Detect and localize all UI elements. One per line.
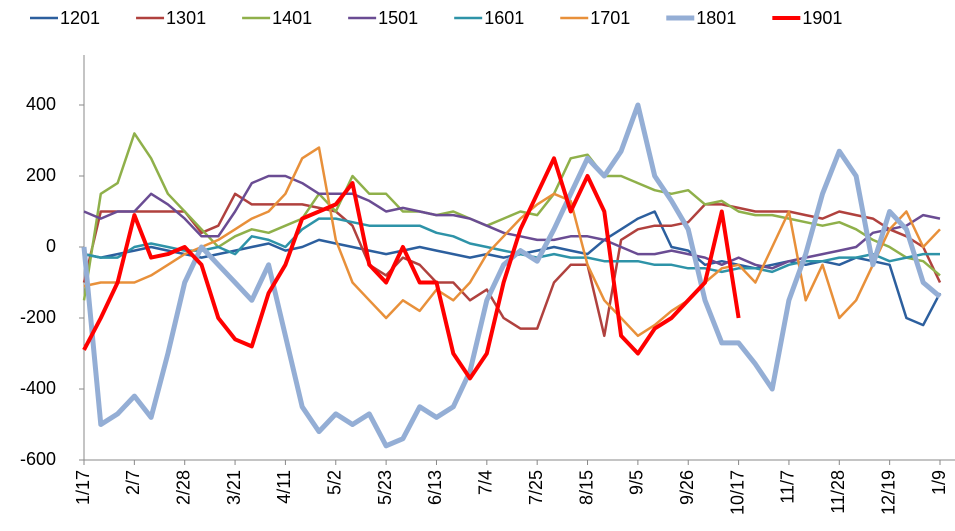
- legend-label: 1801: [696, 8, 736, 28]
- x-tick-label: 11/7: [778, 470, 798, 504]
- x-tick-label: 11/28: [828, 470, 848, 514]
- series-line: [82, 132, 941, 301]
- x-tick-label: 1/17: [73, 470, 93, 505]
- legend-label: 1601: [484, 8, 524, 28]
- series-line: [82, 156, 741, 381]
- y-tick-label: -600: [20, 449, 56, 469]
- x-tick-label: 9/5: [627, 470, 647, 495]
- y-tick-label: -200: [20, 307, 56, 327]
- legend-label: 1901: [802, 8, 842, 28]
- legend-label: 1501: [378, 8, 418, 28]
- x-tick-label: 12/19: [878, 470, 898, 515]
- y-tick-label: 400: [26, 94, 56, 114]
- x-tick-label: 7/4: [476, 470, 496, 495]
- x-tick-label: 1/9: [929, 470, 949, 495]
- series-line: [82, 192, 942, 338]
- x-tick-label: 5/23: [375, 470, 395, 505]
- x-tick-label: 8/15: [576, 470, 596, 505]
- x-tick-label: 6/13: [425, 470, 445, 505]
- x-tick-label: 3/21: [224, 470, 244, 505]
- legend-label: 1401: [272, 8, 312, 28]
- series-line: [83, 146, 941, 338]
- legend-label: 1301: [166, 8, 206, 28]
- x-tick-label: 5/2: [325, 470, 345, 495]
- legend-label: 1201: [60, 8, 100, 28]
- x-tick-label: 9/26: [677, 470, 697, 505]
- x-tick-label: 2/7: [123, 470, 143, 495]
- x-tick-label: 7/25: [526, 470, 546, 505]
- y-tick-label: -400: [20, 378, 56, 398]
- x-tick-label: 4/11: [274, 470, 294, 504]
- x-tick-label: 2/28: [173, 470, 193, 505]
- y-tick-label: 200: [26, 165, 56, 185]
- series-line: [81, 102, 942, 449]
- x-tick-label: 10/17: [727, 470, 747, 515]
- y-tick-label: 0: [46, 236, 56, 256]
- legend-label: 1701: [590, 8, 630, 28]
